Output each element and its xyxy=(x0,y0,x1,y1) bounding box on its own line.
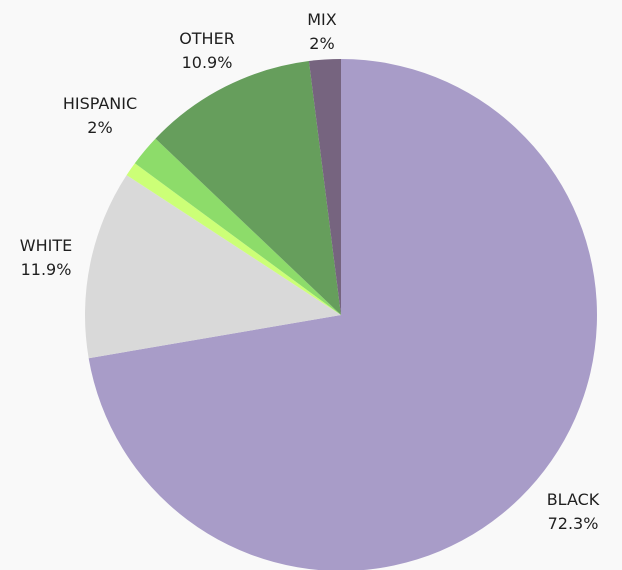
slice-value-black: 72.3% xyxy=(548,514,599,533)
slice-label-other: OTHER xyxy=(179,29,235,48)
pie-slice-unlabeled-2 xyxy=(126,163,341,315)
slice-label-white: WHITE xyxy=(20,236,72,255)
pie-slice-mix xyxy=(308,59,341,315)
slice-value-other: 10.9% xyxy=(182,53,233,72)
slice-label-mix: MIX xyxy=(307,10,337,29)
pie-slice-black xyxy=(88,59,597,570)
slice-value-mix: 2% xyxy=(309,34,334,53)
pie-labels: BLACK 72.3% WHITE 11.9% HISPANIC 2% OTHER 10.9%… xyxy=(20,10,600,533)
slice-label-hispanic: HISPANIC xyxy=(63,94,137,113)
slice-value-hispanic: 2% xyxy=(87,118,112,137)
pie-slice-other xyxy=(155,61,341,315)
slice-value-white: 11.9% xyxy=(21,260,72,279)
slice-label-black: BLACK xyxy=(547,490,600,509)
pie-slice-hispanic xyxy=(134,138,341,315)
pie-slice-white xyxy=(84,175,341,359)
pie-slices xyxy=(84,59,597,570)
